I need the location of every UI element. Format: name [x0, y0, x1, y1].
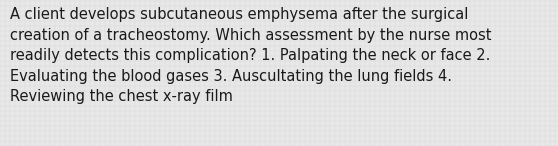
Text: A client develops subcutaneous emphysema after the surgical
creation of a trache: A client develops subcutaneous emphysema…: [10, 7, 492, 104]
